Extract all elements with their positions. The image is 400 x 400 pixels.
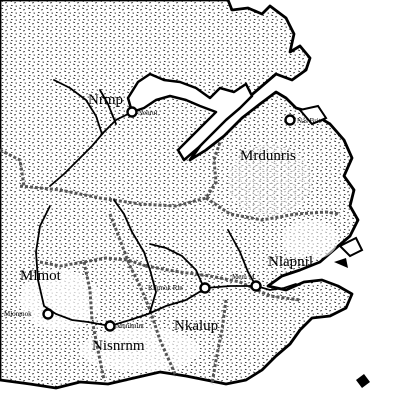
town-marker-kilpnok[interactable] — [199, 282, 211, 294]
town-marker-nas-brit[interactable] — [284, 114, 296, 126]
region-label: Nrmp — [88, 92, 123, 108]
town-label: Mem M — [232, 273, 256, 281]
island — [338, 236, 364, 258]
island — [298, 104, 328, 126]
town-markers — [42, 106, 296, 332]
region-label: Nisnrnm — [92, 338, 145, 354]
region-label: Nkalup — [174, 318, 218, 334]
region-label: Nlapnil — [268, 254, 313, 270]
town-label: Kilpnok Rin — [148, 284, 183, 292]
town-label: Mnnlmlnt — [116, 322, 144, 330]
town-label: Nenrut — [138, 109, 157, 117]
town-label: Mlonmok — [4, 310, 32, 318]
town-marker-nenrut[interactable] — [126, 106, 138, 118]
region-label: Mrdunris — [240, 148, 296, 164]
town-marker-mem-m[interactable] — [250, 280, 262, 292]
island — [356, 374, 370, 388]
town-marker-mnnlmlnt[interactable] — [104, 320, 116, 332]
town-marker-mlonmok[interactable] — [42, 308, 54, 320]
borders — [0, 141, 341, 385]
island — [334, 258, 348, 268]
town-label: Nas Brit — [297, 117, 321, 125]
clearing — [80, 328, 200, 372]
region-labels: Nrmp Mrdunris Nlapnil Mlmot Nkalup Nisnr… — [20, 92, 313, 354]
clearing — [282, 220, 338, 260]
rivers — [35, 79, 297, 327]
fjord — [126, 72, 254, 162]
clearing — [228, 144, 312, 216]
region-label: Mlmot — [20, 268, 62, 284]
town-labels: Nenrut Nas Brit Mem M Kilpnok Rin Mlonmo… — [4, 109, 321, 330]
